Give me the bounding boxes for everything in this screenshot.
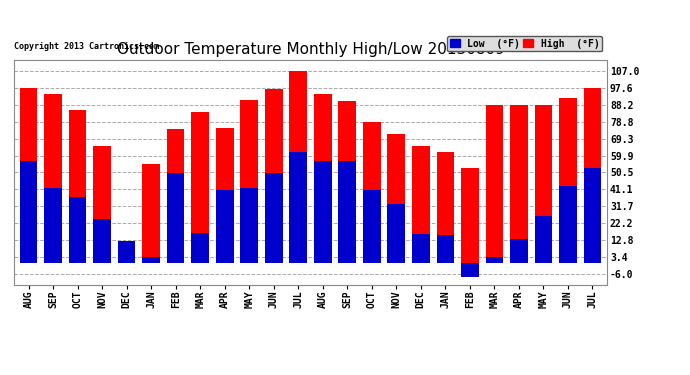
Bar [339, 101, 356, 263]
Bar [167, 129, 184, 263]
Bar [535, 105, 552, 263]
Bar [191, 112, 209, 263]
Bar [289, 71, 307, 263]
Bar [240, 188, 258, 263]
Bar [93, 219, 111, 263]
Bar [69, 197, 86, 263]
Bar [240, 100, 258, 263]
Bar [510, 105, 528, 263]
Bar [20, 88, 37, 263]
Bar [167, 173, 184, 263]
Bar [584, 168, 601, 263]
Bar [437, 152, 454, 263]
Bar [486, 257, 503, 263]
Bar [216, 128, 233, 263]
Bar [118, 241, 135, 263]
Bar [363, 190, 381, 263]
Legend: Low  (°F), High  (°F): Low (°F), High (°F) [447, 36, 602, 51]
Bar [265, 89, 282, 263]
Bar [363, 122, 381, 263]
Bar [510, 239, 528, 263]
Bar [388, 134, 405, 263]
Bar [559, 98, 577, 263]
Bar [412, 146, 430, 263]
Bar [486, 105, 503, 263]
Bar [314, 161, 332, 263]
Bar [584, 88, 601, 263]
Bar [461, 168, 479, 263]
Bar [44, 188, 62, 263]
Bar [339, 161, 356, 263]
Bar [412, 234, 430, 263]
Bar [559, 186, 577, 263]
Text: Copyright 2013 Cartronics.com: Copyright 2013 Cartronics.com [14, 42, 159, 51]
Bar [44, 94, 62, 263]
Bar [461, 263, 479, 277]
Bar [142, 164, 160, 263]
Bar [216, 190, 233, 263]
Bar [118, 247, 135, 263]
Bar [388, 204, 405, 263]
Bar [69, 110, 86, 263]
Bar [265, 173, 282, 263]
Bar [191, 233, 209, 263]
Bar [142, 257, 160, 263]
Bar [314, 94, 332, 263]
Bar [93, 146, 111, 263]
Title: Outdoor Temperature Monthly High/Low 20130809: Outdoor Temperature Monthly High/Low 201… [117, 42, 504, 57]
Bar [289, 152, 307, 263]
Bar [535, 216, 552, 263]
Bar [437, 236, 454, 263]
Bar [20, 161, 37, 263]
